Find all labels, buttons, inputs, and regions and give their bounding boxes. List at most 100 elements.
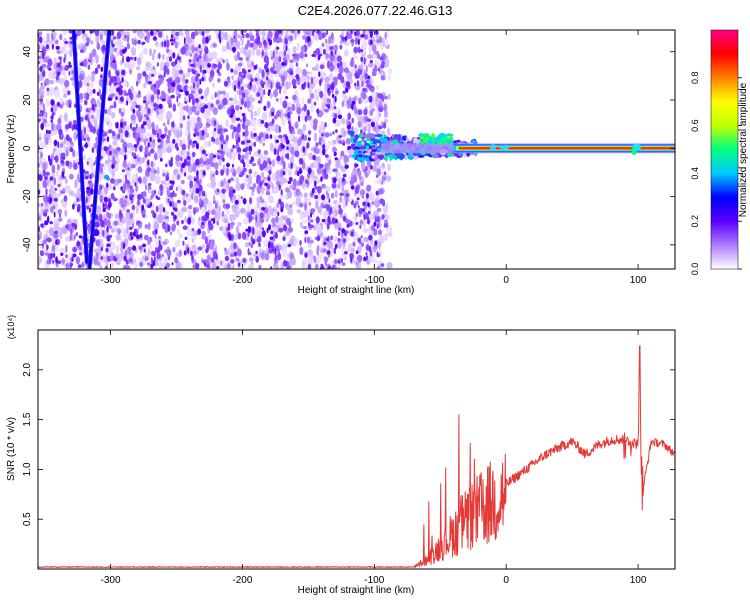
noise-speckle [182, 240, 185, 246]
noise-speckle [76, 241, 81, 247]
snr-y-axis-label: SNR (10 * v/v) [6, 417, 17, 481]
noise-speckle [369, 59, 373, 64]
noise-speckle [351, 103, 354, 110]
noise-speckle [240, 170, 245, 176]
noise-speckle [176, 210, 184, 218]
noise-speckle [125, 56, 131, 63]
noise-speckle [285, 96, 289, 99]
noise-speckle [204, 262, 207, 267]
noise-speckle [48, 154, 51, 162]
noise-speckle [42, 169, 46, 177]
noise-speckle [43, 56, 49, 63]
noise-speckle [252, 187, 255, 193]
noise-speckle [331, 183, 337, 189]
noise-speckle [162, 241, 167, 246]
noise-speckle [111, 228, 115, 233]
noise-speckle [196, 116, 201, 123]
noise-speckle [54, 233, 59, 239]
noise-speckle [288, 124, 292, 131]
noise-speckle [368, 245, 372, 253]
noise-speckle [271, 246, 275, 252]
noise-speckle [200, 206, 206, 214]
noise-speckle [106, 243, 111, 248]
noise-speckle [261, 83, 265, 88]
noise-speckle [229, 253, 235, 257]
noise-speckle [149, 48, 152, 57]
noise-speckle [191, 67, 194, 73]
noise-speckle [129, 194, 135, 198]
carrier-spread-blob [365, 145, 370, 150]
noise-speckle [329, 66, 334, 72]
carrier-spread-blob [361, 141, 365, 146]
noise-speckle [322, 248, 328, 253]
noise-speckle [199, 197, 202, 205]
noise-speckle [302, 68, 307, 77]
noise-speckle [342, 215, 346, 222]
noise-speckle [340, 75, 345, 84]
noise-speckle [235, 117, 240, 122]
noise-speckle [191, 105, 197, 113]
noise-speckle [125, 179, 130, 185]
noise-speckle [304, 230, 309, 235]
noise-speckle [328, 35, 332, 45]
noise-speckle [280, 144, 285, 150]
noise-speckle [156, 94, 160, 100]
noise-speckle [70, 77, 75, 81]
noise-speckle [90, 187, 94, 195]
noise-speckle [132, 91, 138, 101]
noise-speckle [45, 171, 50, 176]
snr-x-axis-label: Height of straight line (km) [298, 585, 415, 596]
noise-speckle [338, 208, 343, 215]
noise-speckle [227, 263, 231, 269]
noise-speckle [162, 76, 165, 81]
noise-speckle [387, 127, 391, 135]
noise-speckle [142, 71, 147, 77]
noise-speckle [38, 189, 41, 195]
noise-speckle [338, 227, 342, 231]
noise-speckle [68, 122, 72, 129]
noise-speckle [100, 246, 103, 252]
noise-speckle [220, 260, 223, 266]
snr-panel: -300 -200 -100 0 100 0.51.01.52.0 Height of … [6, 315, 676, 596]
carrier-spread-blob [407, 155, 414, 161]
noise-speckle [91, 48, 97, 58]
noise-speckle [157, 89, 160, 96]
noise-speckle [253, 110, 258, 117]
noise-speckle [235, 105, 240, 111]
noise-speckle [244, 101, 247, 108]
noise-speckle [89, 182, 94, 188]
noise-speckle [200, 106, 205, 114]
noise-speckle [224, 223, 229, 228]
noise-speckle [163, 40, 167, 48]
noise-speckle [287, 31, 292, 36]
noise-speckle [325, 42, 330, 52]
noise-speckle [192, 140, 197, 144]
noise-speckle [245, 228, 248, 232]
noise-speckle [119, 121, 124, 129]
noise-speckle [64, 41, 69, 44]
noise-speckle [265, 133, 269, 140]
noise-speckle [325, 38, 328, 44]
noise-speckle [270, 56, 273, 60]
noise-speckle [383, 103, 388, 112]
noise-speckle [143, 100, 147, 104]
noise-speckle [210, 95, 214, 100]
noise-speckle [59, 143, 64, 148]
noise-speckle [238, 110, 242, 119]
carrier-core [458, 147, 675, 150]
noise-speckle [324, 108, 329, 113]
noise-speckle [343, 238, 346, 243]
noise-speckle [355, 212, 359, 218]
noise-speckle [93, 161, 96, 166]
noise-speckle [166, 68, 170, 75]
noise-speckle [220, 57, 224, 62]
noise-speckle [324, 144, 330, 150]
noise-speckle [48, 189, 52, 194]
noise-speckle [287, 112, 291, 119]
noise-speckle [261, 207, 266, 211]
noise-speckle [139, 31, 144, 40]
noise-speckle [191, 244, 197, 250]
noise-speckle [239, 119, 242, 123]
noise-speckle [184, 216, 188, 223]
noise-speckle [362, 201, 366, 207]
